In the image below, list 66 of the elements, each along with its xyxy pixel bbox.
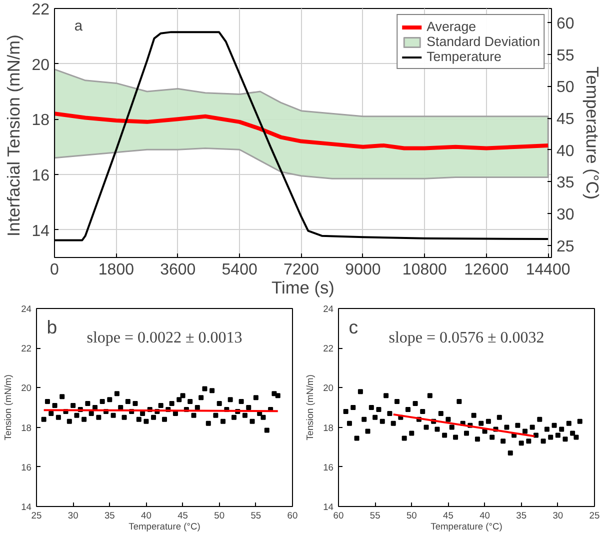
x-tick-label: 0 [50,262,60,278]
x-tick-label: 1800 [98,262,134,278]
x-tick-label: 50 [406,510,417,520]
x-tick-label: 5400 [222,262,258,278]
legend-label: Average [426,19,476,34]
y2-tick-label: 40 [556,142,574,160]
y-tick-label: 22 [21,344,32,354]
y-tick-label: 18 [323,422,334,433]
x-tick-label: 50 [214,510,225,520]
annotation: slope = 0.0022 ± 0.0013 [86,330,242,347]
x-axis-title: Temperature (°C) [128,522,200,532]
y-tick-label: 16 [32,168,50,184]
y-tick-label: 16 [21,462,32,472]
x-tick-label: 60 [333,510,344,520]
y-tick-label: 18 [32,112,50,130]
x-tick-label: 35 [516,510,527,520]
y-tick-label: 20 [32,56,50,74]
y-tick-label: 24 [323,304,334,314]
y-tick-label: 18 [21,422,32,433]
y2-tick-label: 35 [556,174,574,192]
x-tick-label: 12600 [464,262,509,278]
annotation: b [46,316,58,338]
legend-label: Standard Deviation [426,34,540,49]
y-tick-label: 14 [32,222,50,240]
x-tick-label: 45 [178,510,188,520]
annotation: a [74,18,84,34]
x-axis-title: Temperature (°C) [430,522,502,532]
x-tick-label: 25 [589,510,600,520]
y-tick-label: 24 [21,304,32,314]
y2-tick-label: 45 [556,111,574,128]
x-tick-label: 30 [68,510,78,520]
y-tick-label: 14 [323,502,334,512]
y2-tick-label: 30 [556,206,574,224]
x-tick-label: 60 [287,510,298,520]
y2-tick-label: 25 [556,238,574,256]
x-tick-label: 10800 [402,262,448,278]
x-tick-label: 9000 [345,262,381,278]
x-tick-label: 14400 [526,262,570,278]
x-tick-label: 55 [370,510,380,520]
annotation: c [348,316,358,338]
y-axis-title: Tension (mN/m) [3,374,14,440]
x-axis-title: Time (s) [272,278,334,298]
x-tick-label: 45 [443,510,454,520]
y-tick-label: 22 [323,344,334,354]
x-tick-label: 40 [480,510,490,520]
y2-tick-label: 60 [556,16,574,33]
y-tick-label: 14 [21,502,32,512]
x-tick-label: 40 [141,510,152,520]
x-tick-label: 30 [552,510,564,520]
x-tick-label: 35 [104,510,115,520]
y-tick-label: 22 [32,2,50,18]
y-tick-label: 20 [323,383,334,394]
y2-tick-label: 55 [556,47,574,64]
x-tick-label: 7200 [283,262,320,278]
y2-axis-title: Temperature (°C) [582,66,602,200]
x-tick-label: 55 [250,510,262,520]
y2-tick-label: 50 [556,79,574,96]
y-tick-label: 16 [323,462,334,472]
y-axis-title: Interfacial Tension (mN/m) [4,34,24,237]
line-series [54,112,550,150]
legend-label: Temperature [426,49,502,64]
x-tick-label: 3600 [160,262,196,278]
y-axis-title: Tension (mN/m) [305,374,316,440]
x-tick-label: 25 [31,510,42,520]
y-tick-label: 20 [21,383,32,394]
annotation: slope = 0.0576 ± 0.0032 [388,330,544,347]
